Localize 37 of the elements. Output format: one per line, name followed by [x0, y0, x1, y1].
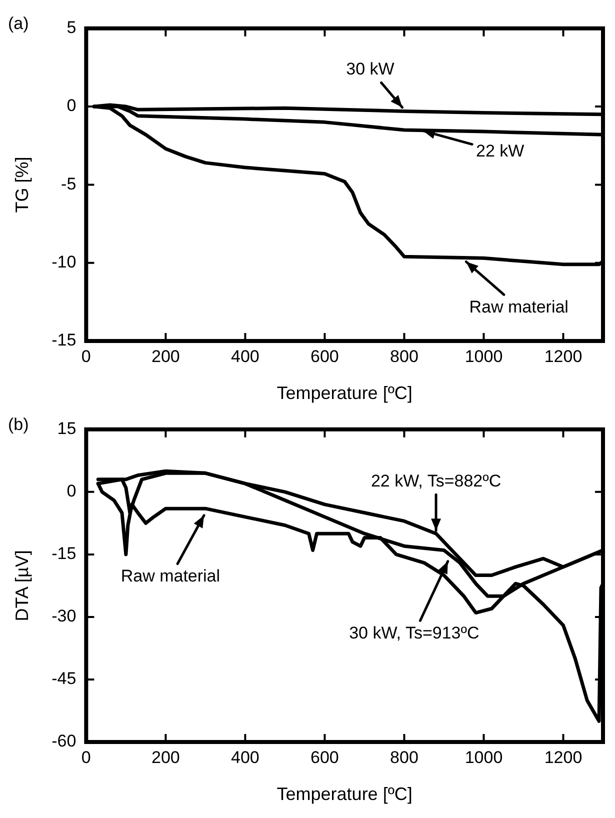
- x-tick-label: 200: [151, 748, 180, 767]
- annotation: 30 kW, Ts=913ºC: [349, 623, 480, 642]
- y-tick-label: 0: [66, 96, 76, 116]
- y-tick-label: 15: [57, 419, 76, 438]
- y-tick-label: -45: [52, 669, 76, 688]
- x-tick-label: 1200: [544, 748, 582, 767]
- x-tick-label: 600: [310, 346, 339, 366]
- x-tick-label: 0: [81, 346, 91, 366]
- chart-title: (b): [8, 414, 29, 434]
- annotation: 30 kW: [346, 59, 394, 78]
- x-axis-title: Temperature [ºC]: [276, 784, 412, 804]
- x-tick-label: 800: [390, 346, 418, 366]
- y-tick-label: 0: [66, 482, 76, 501]
- y-tick-label: -30: [52, 606, 76, 626]
- y-tick-label: -15: [52, 330, 76, 350]
- annotation: Raw material: [120, 566, 220, 586]
- x-tick-label: 1000: [464, 748, 503, 767]
- x-tick-label: 200: [151, 346, 180, 366]
- chart-title: (a): [8, 14, 29, 33]
- y-axis-title: DTA [µV]: [12, 550, 32, 622]
- x-tick-label: 400: [231, 346, 260, 366]
- x-axis-title: Temperature [ºC]: [276, 383, 412, 404]
- annotation: 22 kW: [476, 142, 524, 161]
- y-tick-label: -10: [52, 252, 76, 272]
- x-tick-label: 1200: [544, 346, 582, 366]
- annotation: 22 kW, Ts=882ºC: [370, 471, 502, 490]
- y-tick-label: 5: [66, 18, 76, 38]
- x-tick-label: 600: [310, 748, 339, 767]
- y-axis-title: TG [%]: [12, 156, 32, 213]
- y-tick-label: -5: [61, 174, 76, 194]
- y-tick-label: -15: [52, 544, 76, 564]
- x-tick-label: 1000: [464, 346, 503, 366]
- annotation: Raw material: [469, 297, 568, 316]
- x-tick-label: 400: [231, 748, 260, 767]
- x-tick-label: 0: [81, 748, 91, 767]
- y-tick-label: -60: [52, 732, 76, 751]
- x-tick-label: 800: [390, 748, 418, 767]
